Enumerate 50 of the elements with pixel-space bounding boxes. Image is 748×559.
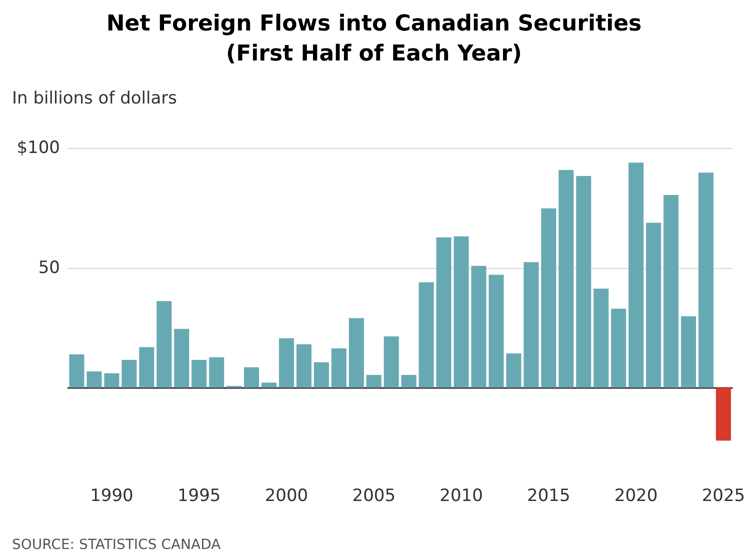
x-tick-label: 2020 — [614, 486, 658, 506]
bar — [209, 357, 224, 388]
bar — [384, 336, 399, 388]
bar — [611, 308, 626, 388]
bar — [716, 388, 731, 441]
chart-title: Net Foreign Flows into Canadian Securities (First Half of Each Year) — [106, 12, 642, 66]
bar — [646, 222, 662, 388]
x-tick-label: 2000 — [264, 486, 308, 506]
x-tick-label: 1990 — [90, 486, 134, 506]
x-tick-label: 2010 — [440, 486, 483, 506]
bar — [156, 301, 172, 388]
bar — [506, 353, 522, 388]
bar — [192, 360, 207, 388]
bar — [278, 338, 294, 388]
y-axis-title: In billions of dollars — [12, 88, 178, 108]
y-tick-label: $100 — [16, 138, 60, 158]
bar — [331, 348, 346, 388]
x-tick-label: 1995 — [177, 486, 221, 506]
bar — [366, 374, 382, 388]
bar — [680, 316, 696, 388]
bar — [122, 360, 137, 388]
bar — [261, 382, 277, 388]
bar — [348, 318, 364, 388]
bar — [454, 236, 469, 388]
bar — [628, 162, 644, 388]
bar — [401, 374, 416, 388]
bar — [488, 274, 504, 388]
bar — [244, 367, 260, 388]
x-tick-label: 2005 — [352, 486, 396, 506]
bar — [314, 362, 329, 388]
bar — [418, 282, 434, 388]
bar — [104, 373, 120, 388]
bar — [698, 172, 714, 388]
bar — [594, 288, 609, 388]
bar — [576, 176, 592, 388]
bar — [541, 208, 556, 388]
bar — [663, 194, 679, 388]
source-note: SOURCE: STATISTICS CANADA — [12, 537, 222, 553]
bar — [471, 266, 486, 388]
bar — [296, 344, 312, 388]
y-tick-label: 50 — [38, 258, 60, 278]
x-tick-label: 2015 — [527, 486, 570, 506]
x-tick-label: 2025 — [702, 486, 746, 506]
bar — [174, 328, 190, 388]
bar — [436, 237, 452, 388]
bar — [524, 262, 539, 388]
bar — [558, 170, 574, 388]
bar — [86, 371, 102, 388]
bar — [139, 347, 154, 388]
bar — [69, 354, 84, 388]
